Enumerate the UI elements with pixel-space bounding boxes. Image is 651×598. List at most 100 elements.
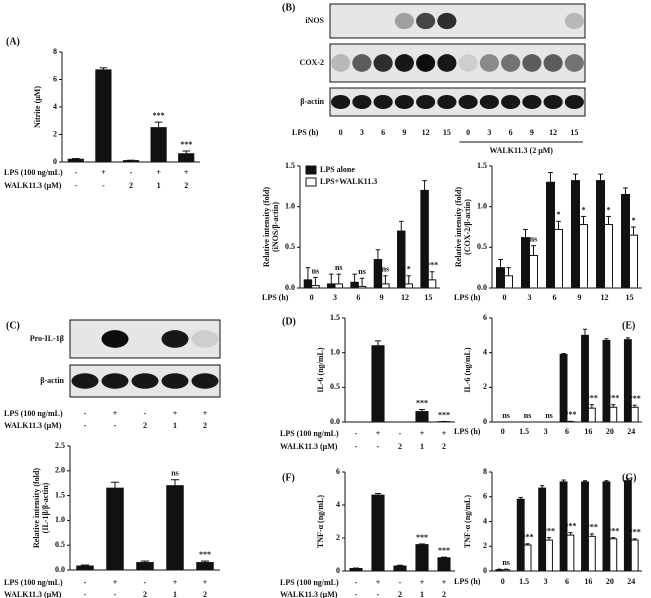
lane-label: 15 xyxy=(570,128,578,137)
bar xyxy=(566,534,575,572)
significance: *** xyxy=(586,393,598,402)
blot-band xyxy=(416,12,436,30)
row-value: 2 xyxy=(184,181,188,190)
row-value: - xyxy=(355,590,358,598)
row-value: + xyxy=(173,578,178,587)
x-tick-label: 16 xyxy=(584,427,592,436)
y-tick-label: 1.0 xyxy=(330,347,340,356)
row-value: + xyxy=(203,409,208,418)
bar xyxy=(587,535,596,572)
blot-band xyxy=(479,94,499,110)
blot-band xyxy=(394,54,414,72)
blot-band xyxy=(501,94,521,110)
y-tick-label: 1.5 xyxy=(285,161,295,170)
y-tick-label: 8 xyxy=(53,47,57,56)
row-value: 2 xyxy=(203,421,207,430)
blot-band xyxy=(191,373,219,389)
y-axis-label: (iNOS/β-actin) xyxy=(271,202,280,252)
bar xyxy=(521,237,530,289)
bar xyxy=(311,285,320,289)
significance: ns xyxy=(358,267,366,276)
bar xyxy=(381,283,390,289)
row-label: LPS (100 ng/mL) xyxy=(4,168,63,177)
blot-band xyxy=(564,54,584,72)
y-axis-label: TNF-α (ng/mL) xyxy=(316,495,325,548)
significance: *** xyxy=(199,550,211,559)
blot-frame xyxy=(69,319,221,359)
bracket-label: WALK11.3 (2 μM) xyxy=(490,146,554,155)
row-value: - xyxy=(355,578,358,587)
y-tick-label: 4 xyxy=(483,347,487,356)
row-value: - xyxy=(84,409,87,418)
x-tick-label: 9 xyxy=(578,293,582,302)
bar xyxy=(397,230,406,289)
bar xyxy=(523,544,532,572)
bar xyxy=(621,193,630,289)
row-value: + xyxy=(420,578,425,587)
significance: *** xyxy=(438,546,450,555)
bar xyxy=(579,224,588,289)
significance: *** xyxy=(607,526,619,535)
blot-frame xyxy=(329,3,586,39)
legend-label: LPS+WALK11.3 xyxy=(320,177,377,186)
row-value: - xyxy=(114,421,117,430)
significance: ns xyxy=(524,411,532,420)
blot-band xyxy=(161,373,189,389)
blot-band xyxy=(522,94,542,110)
blot-band xyxy=(543,94,563,110)
bar xyxy=(623,339,632,423)
band-label: β-actin xyxy=(300,97,324,106)
bar xyxy=(629,234,638,289)
y-tick-label: 1.0 xyxy=(55,515,65,524)
blot-band xyxy=(479,54,499,72)
bar xyxy=(623,480,632,572)
x-tick-label: 20 xyxy=(606,427,614,436)
x-axis-label: LPS (h) xyxy=(454,577,481,586)
significance: * xyxy=(582,205,586,214)
significance: ns xyxy=(335,263,343,272)
row-value: 1 xyxy=(420,590,424,598)
blot-band xyxy=(352,54,372,72)
x-tick-label: 6 xyxy=(565,427,569,436)
row-value: + xyxy=(173,409,178,418)
row-value: 2 xyxy=(442,442,446,451)
row-label: WALK11.3 (μM) xyxy=(280,442,338,451)
bar xyxy=(545,539,553,572)
x-tick-label: 16 xyxy=(584,577,592,586)
significance: ns xyxy=(530,235,538,244)
row-value: + xyxy=(376,578,381,587)
blot-band xyxy=(331,54,351,72)
band-label: iNOS xyxy=(305,16,324,25)
row-value: - xyxy=(144,578,147,587)
y-tick-label: 6 xyxy=(53,74,57,83)
bar xyxy=(587,407,596,423)
row-value: - xyxy=(84,590,87,598)
blot-frame xyxy=(329,87,586,117)
x-tick-label: 6 xyxy=(356,293,360,302)
y-tick-label: 0.5 xyxy=(330,382,340,391)
bar xyxy=(327,283,336,289)
bar xyxy=(415,411,429,423)
row-value: 2 xyxy=(398,590,402,598)
significance: *** xyxy=(564,410,576,419)
bar xyxy=(602,340,611,423)
significance: *** xyxy=(607,393,619,402)
blot-band xyxy=(437,94,457,110)
y-tick-label: 2 xyxy=(53,129,57,138)
lane-label: 0 xyxy=(466,128,470,137)
row-label: LPS (100 ng/mL) xyxy=(280,429,339,438)
row-value: 1 xyxy=(420,442,424,451)
bar xyxy=(502,569,511,572)
blot-band xyxy=(373,54,393,72)
y-axis-label: Nitrite (μM) xyxy=(33,86,42,128)
x-tick-label: 1.5 xyxy=(519,577,529,586)
y-tick-label: 2.5 xyxy=(55,441,65,450)
row-value: 1 xyxy=(157,181,161,190)
blot-band xyxy=(161,330,189,348)
bar xyxy=(630,539,639,572)
bar xyxy=(609,406,618,423)
significance: ns xyxy=(502,411,510,420)
row-value: + xyxy=(420,429,425,438)
row-value: 1 xyxy=(173,421,177,430)
row-value: - xyxy=(114,590,117,598)
